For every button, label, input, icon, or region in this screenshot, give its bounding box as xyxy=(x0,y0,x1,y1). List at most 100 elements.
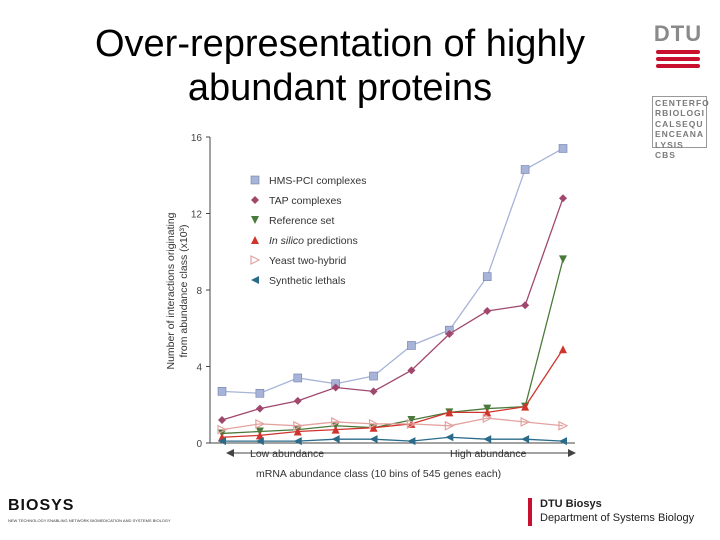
series-line xyxy=(221,147,564,394)
data-point-marker xyxy=(445,433,454,442)
series-tap-complexes xyxy=(218,194,567,425)
y-tick-label: 8 xyxy=(196,286,202,297)
data-point-marker xyxy=(521,402,530,411)
data-point-marker xyxy=(445,408,454,417)
data-point-marker xyxy=(369,435,378,444)
y-axis-label-line-1: Number of interactions originating xyxy=(165,212,177,369)
data-point-marker xyxy=(483,307,492,316)
data-point-marker xyxy=(559,255,567,264)
cbs-logo-line: CALSEQU xyxy=(655,118,704,129)
data-point-marker xyxy=(251,276,259,284)
data-point-marker xyxy=(331,425,340,434)
data-point-marker xyxy=(293,396,302,405)
arrow-right-icon xyxy=(568,449,576,457)
chart-series-layer xyxy=(217,144,569,446)
data-point-marker xyxy=(331,416,342,427)
data-point-marker xyxy=(217,424,228,435)
data-point-marker xyxy=(520,416,531,427)
data-point-marker xyxy=(251,216,259,224)
data-point-marker xyxy=(521,435,530,444)
data-point-marker xyxy=(559,194,567,203)
series-in-silico-predictions xyxy=(218,345,567,442)
dtu-footer-accent-bar xyxy=(528,498,532,526)
data-point-marker xyxy=(559,345,567,354)
legend-entry-label: TAP complexes xyxy=(269,195,342,207)
cbs-logo-line: ENCEANA xyxy=(655,129,705,140)
data-point-marker xyxy=(407,366,416,375)
biosys-tagline: NEW TECHNOLOGY ENABLING NETWORK BIOMEDIC… xyxy=(8,518,171,523)
legend-entry-label: Reference set xyxy=(269,215,334,227)
data-point-marker xyxy=(331,383,340,392)
data-point-marker xyxy=(331,435,340,444)
slide-title: Over-representation of highly abundant p… xyxy=(40,22,640,110)
data-point-marker xyxy=(255,388,265,398)
data-point-marker xyxy=(368,418,379,429)
legend-entry-label: In silico predictions xyxy=(269,235,358,247)
data-point-marker xyxy=(217,387,227,396)
cbs-logo-line: RBIOLOGI xyxy=(655,108,706,119)
y-tick-label: 0 xyxy=(196,439,202,450)
data-point-marker xyxy=(407,341,416,350)
series-line xyxy=(222,436,564,442)
series-hms-pci-complexes xyxy=(217,144,568,398)
dtu-logo-text: DTU xyxy=(653,21,703,46)
data-point-marker xyxy=(369,423,378,432)
data-point-marker xyxy=(482,413,493,424)
data-point-marker xyxy=(445,329,454,338)
cbs-logo: CENTERFO RBIOLOGI CALSEQU ENCEANA LYSIS … xyxy=(652,96,710,160)
data-point-marker xyxy=(520,165,530,174)
line-chart: 0 4 8 12 16 HMS-PCI complexes TAP complexes Re… xyxy=(165,133,576,480)
cbs-logo-line: LYSIS CBS xyxy=(655,139,684,161)
cbs-logo-line: CENTERFO xyxy=(655,98,710,108)
y-tick-label: 12 xyxy=(191,210,203,221)
arrow-left-icon xyxy=(226,449,234,457)
slide-title-line-2: abundant proteins xyxy=(187,67,493,109)
x-low-abundance-label: Low abundance xyxy=(250,448,324,460)
data-point-marker xyxy=(407,437,416,446)
data-point-marker xyxy=(255,418,266,429)
data-point-marker xyxy=(483,435,492,444)
data-point-marker xyxy=(251,196,259,204)
data-point-marker xyxy=(255,431,264,440)
chart-axes: 0 4 8 12 16 xyxy=(191,133,576,457)
data-point-marker xyxy=(251,236,259,244)
dtu-footer-line-2: Department of Systems Biology xyxy=(540,512,695,524)
chart-legend: HMS-PCI complexes TAP complexes Reference … xyxy=(250,175,366,287)
data-point-marker xyxy=(444,420,455,431)
series-synthetic-lethals xyxy=(218,433,567,446)
dtu-logo: DTU xyxy=(652,22,704,71)
data-point-marker xyxy=(558,420,569,431)
legend-entry-label: Yeast two-hybrid xyxy=(269,255,346,267)
legend-entry-label: HMS-PCI complexes xyxy=(269,175,366,187)
x-axis-label: mRNA abundance class (10 bins of 545 gen… xyxy=(256,468,501,480)
data-point-marker xyxy=(369,387,378,396)
x-high-abundance-label: High abundance xyxy=(450,448,527,460)
data-point-marker xyxy=(293,427,302,436)
data-point-marker xyxy=(293,373,303,383)
data-point-marker xyxy=(250,175,260,185)
dtu-footer-line-1: DTU Biosys xyxy=(540,498,602,510)
series-line xyxy=(221,348,564,438)
series-yeast-two-hybrid xyxy=(217,413,569,435)
data-point-marker xyxy=(293,437,302,446)
series-line xyxy=(221,417,564,431)
data-point-marker xyxy=(255,404,264,413)
data-point-marker xyxy=(255,437,264,446)
data-point-marker xyxy=(482,272,492,281)
data-point-marker xyxy=(558,144,568,153)
y-tick-label: 16 xyxy=(191,133,203,144)
data-point-marker xyxy=(559,437,567,446)
data-point-marker xyxy=(521,301,530,310)
data-point-marker xyxy=(483,408,492,417)
data-point-marker xyxy=(250,255,261,265)
y-axis-label-line-2: from abundance class (x10³) xyxy=(178,224,190,357)
data-point-marker xyxy=(293,420,304,431)
biosys-logo-text: BIOSYS xyxy=(8,497,75,514)
legend-entry-label: Synthetic lethals xyxy=(269,275,345,287)
dtu-logo-bars xyxy=(656,50,700,68)
data-point-marker xyxy=(406,418,417,429)
data-point-marker xyxy=(218,416,226,425)
data-point-marker xyxy=(369,371,378,381)
data-point-marker xyxy=(218,437,226,446)
series-line xyxy=(221,197,564,421)
